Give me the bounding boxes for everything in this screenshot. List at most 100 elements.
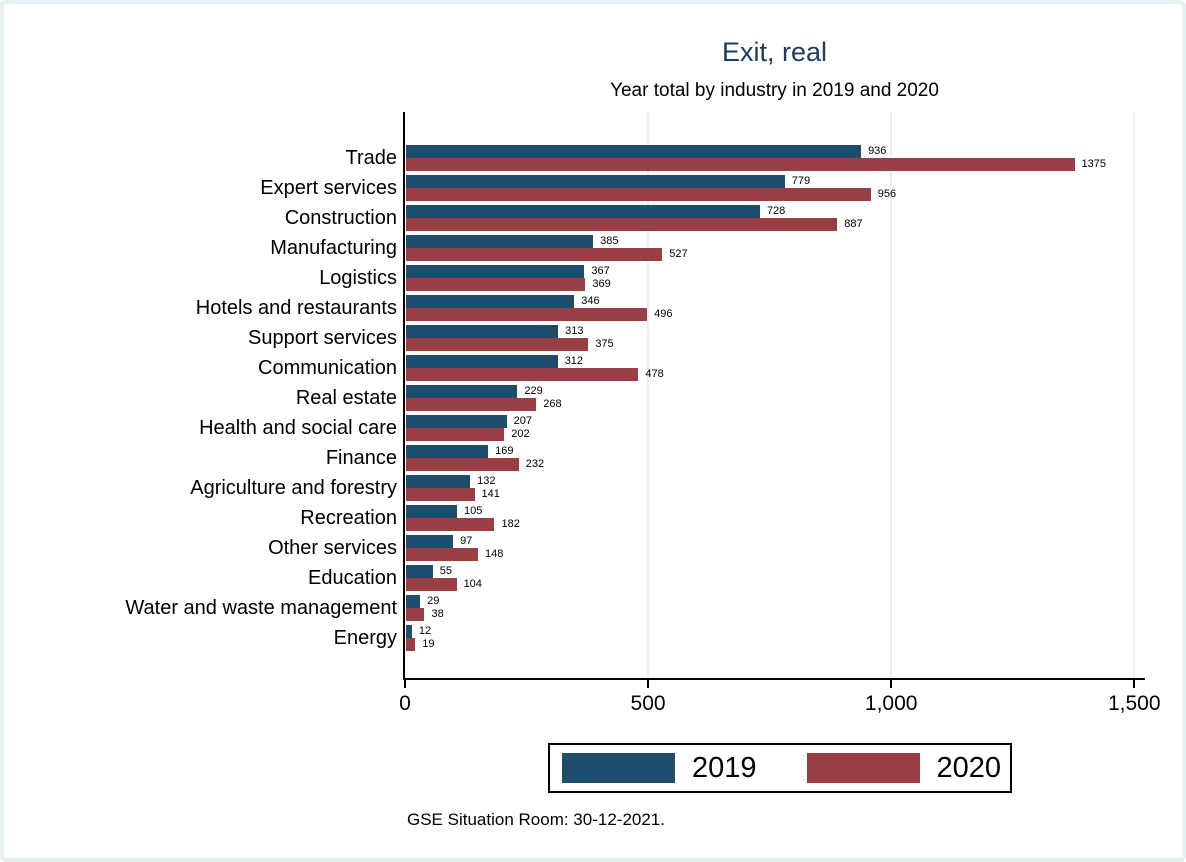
category-label: Other services xyxy=(268,537,397,559)
category-label: Construction xyxy=(284,207,397,229)
bar-value-label: 369 xyxy=(592,278,611,290)
chart-subtitle: Year total by industry in 2019 and 2020 xyxy=(610,80,939,101)
bar-2019 xyxy=(406,145,862,158)
category-label: Communication xyxy=(258,357,397,379)
bar-2020 xyxy=(406,428,505,441)
category-label: Finance xyxy=(325,447,397,469)
bar-value-label: 55 xyxy=(439,565,452,577)
bar-value-label: 887 xyxy=(844,218,863,230)
legend-item-2019: 2019 xyxy=(562,753,757,783)
bar-2019 xyxy=(406,505,458,518)
bar-value-label: 496 xyxy=(654,308,673,320)
bar-2019 xyxy=(406,355,558,368)
bar-value-label: 169 xyxy=(495,445,514,457)
bar-2020 xyxy=(406,278,586,291)
bar-value-label: 229 xyxy=(524,385,543,397)
bar-value-label: 97 xyxy=(460,535,473,547)
x-axis-tick-label: 1,500 xyxy=(1107,692,1161,715)
bar-value-label: 313 xyxy=(565,325,584,337)
x-axis-tick-label: 1,000 xyxy=(864,692,918,715)
category-label: Expert services xyxy=(260,177,397,199)
bar-2020 xyxy=(406,638,416,651)
bar-2019 xyxy=(406,325,559,338)
category-label: Manufacturing xyxy=(270,237,397,259)
bar-2019 xyxy=(406,595,421,608)
bar-value-label: 346 xyxy=(581,295,600,307)
bar-2019 xyxy=(406,445,489,458)
bar-2019 xyxy=(406,535,454,548)
legend: 2019 2020 xyxy=(548,743,1012,793)
bar-2020 xyxy=(406,488,475,501)
bar-value-label: 478 xyxy=(645,368,664,380)
bar-value-label: 527 xyxy=(669,248,688,260)
chart-title: Exit, real xyxy=(721,37,828,67)
bar-2020 xyxy=(406,398,537,411)
bar-value-label: 385 xyxy=(600,235,619,247)
y-axis-line xyxy=(403,112,405,680)
bar-value-label: 38 xyxy=(431,608,444,620)
bar-2020 xyxy=(406,188,871,201)
x-axis-tick xyxy=(1133,680,1136,688)
x-axis-tick xyxy=(890,680,893,688)
bar-value-label: 375 xyxy=(595,338,614,350)
bar-2019 xyxy=(406,625,412,638)
bar-2019 xyxy=(406,415,507,428)
bar-value-label: 779 xyxy=(791,175,811,187)
x-axis-tick xyxy=(404,680,406,688)
bar-2019 xyxy=(406,385,518,398)
bar-value-label: 207 xyxy=(513,415,532,427)
bar-2020 xyxy=(406,158,1075,171)
bar-value-label: 104 xyxy=(463,578,482,590)
bar-2020 xyxy=(406,368,639,381)
bar-2020 xyxy=(406,218,838,231)
category-label: Support services xyxy=(248,327,397,349)
bar-value-label: 12 xyxy=(418,625,432,637)
bar-value-label: 132 xyxy=(477,475,496,487)
category-label: Education xyxy=(308,567,397,589)
plot-area: 0 500 1,000 1,500 Trade 936 1375 Expert service… xyxy=(4,4,1182,858)
bar-value-label: 312 xyxy=(564,355,584,367)
bar-2019 xyxy=(406,475,471,488)
bar-value-label: 232 xyxy=(525,458,545,470)
vertical-gridline xyxy=(647,112,650,678)
category-label: Water and waste management xyxy=(125,597,397,619)
bar-2020 xyxy=(406,248,663,261)
legend-label: 2019 xyxy=(692,752,757,784)
category-label: Trade xyxy=(345,147,397,169)
bar-2020 xyxy=(406,518,495,531)
bar-2019 xyxy=(406,265,585,278)
legend-swatch-2019 xyxy=(562,753,675,783)
vertical-gridline xyxy=(1133,112,1136,678)
footnote: GSE Situation Room: 30-12-2021. xyxy=(407,810,665,829)
bar-value-label: 936 xyxy=(868,145,887,157)
bar-value-label: 182 xyxy=(501,518,520,530)
bar-2019 xyxy=(406,235,594,248)
bar-value-label: 202 xyxy=(511,428,530,440)
x-axis-tick-label: 500 xyxy=(630,692,666,715)
bar-2020 xyxy=(406,338,589,351)
bar-2020 xyxy=(406,458,519,471)
vertical-gridline xyxy=(890,112,893,678)
bar-2019 xyxy=(406,175,785,188)
category-label: Agriculture and forestry xyxy=(190,477,397,499)
bar-value-label: 956 xyxy=(877,188,897,200)
x-axis-tick xyxy=(647,680,650,688)
bar-value-label: 105 xyxy=(464,505,483,517)
bar-value-label: 29 xyxy=(427,595,440,607)
bar-2020 xyxy=(406,608,425,621)
category-label: Hotels and restaurants xyxy=(195,297,397,319)
bar-value-label: 141 xyxy=(481,488,500,500)
category-label: Health and social care xyxy=(199,417,397,439)
bar-2019 xyxy=(406,565,433,578)
bar-value-label: 1375 xyxy=(1081,158,1106,170)
category-label: Recreation xyxy=(300,507,397,529)
bar-value-label: 728 xyxy=(766,205,786,217)
bar-value-label: 367 xyxy=(591,265,610,277)
legend-item-2020: 2020 xyxy=(806,753,1001,783)
x-axis-line xyxy=(403,678,1145,680)
bar-2019 xyxy=(406,295,575,308)
bar-2020 xyxy=(406,308,648,321)
category-label: Energy xyxy=(333,627,397,649)
bar-2020 xyxy=(406,578,457,591)
